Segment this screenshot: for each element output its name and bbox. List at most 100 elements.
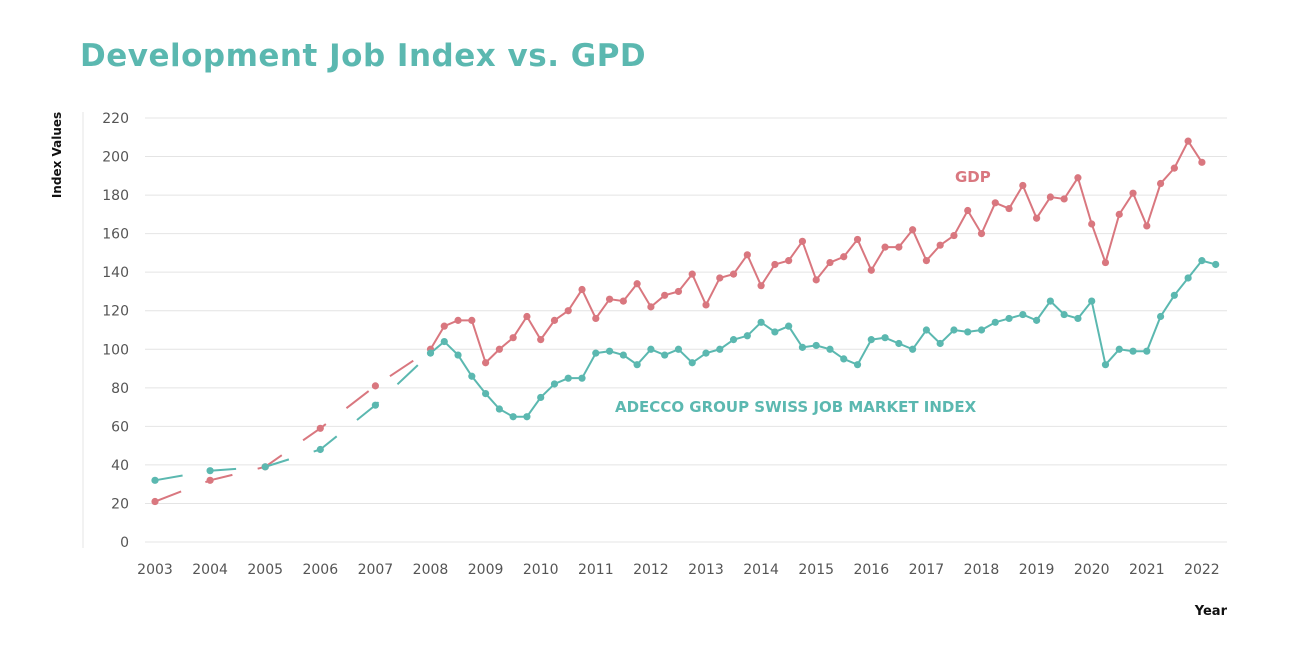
adecco-dashed-line bbox=[154, 352, 432, 482]
adecco-point bbox=[716, 345, 724, 353]
series-label-gdp: GDP bbox=[955, 168, 991, 186]
adecco-point bbox=[812, 341, 820, 350]
x-tick-label: 2005 bbox=[247, 562, 283, 578]
gdp-point bbox=[853, 235, 862, 244]
adecco-point bbox=[1184, 274, 1192, 282]
x-tick-label: 2008 bbox=[413, 562, 449, 578]
gdp-point bbox=[1156, 179, 1165, 188]
adecco-point bbox=[578, 374, 586, 382]
gdp-point bbox=[1184, 137, 1192, 145]
gdp-point bbox=[840, 253, 848, 261]
x-tick-label: 2012 bbox=[633, 562, 669, 578]
adecco-point bbox=[1143, 347, 1151, 355]
x-tick-label: 2017 bbox=[909, 562, 945, 578]
adecco-point bbox=[261, 463, 269, 471]
adecco-point bbox=[798, 343, 807, 351]
gdp-point bbox=[537, 336, 545, 344]
gdp-point bbox=[633, 280, 641, 288]
gdp-point bbox=[757, 282, 765, 290]
adecco-point bbox=[647, 345, 655, 353]
gdp-point bbox=[206, 476, 214, 484]
adecco-point bbox=[1088, 297, 1096, 305]
adecco-point bbox=[550, 380, 559, 388]
adecco-point bbox=[495, 405, 503, 413]
adecco-point bbox=[151, 476, 159, 484]
adecco-point bbox=[826, 345, 834, 353]
x-axis-label: Year bbox=[1194, 604, 1228, 619]
adecco-point bbox=[840, 355, 848, 363]
chart-title: Development Job Index vs. GPD bbox=[80, 38, 647, 74]
adecco-point bbox=[619, 351, 627, 359]
x-tick-label: 2018 bbox=[964, 562, 1000, 578]
x-tick-label: 2021 bbox=[1129, 562, 1165, 578]
adecco-point bbox=[206, 467, 214, 475]
series-group bbox=[151, 137, 1220, 506]
gdp-point bbox=[1101, 258, 1110, 267]
gdp-point bbox=[1074, 174, 1082, 182]
x-tick-label: 2010 bbox=[523, 562, 559, 578]
adecco-point bbox=[909, 345, 917, 353]
x-tick-label: 2003 bbox=[137, 562, 173, 578]
gdp-line bbox=[429, 139, 1203, 365]
adecco-point bbox=[537, 393, 545, 402]
gdp-point bbox=[1060, 195, 1068, 203]
adecco-point bbox=[1005, 314, 1013, 323]
gdp-point bbox=[688, 270, 696, 278]
gdp-point bbox=[578, 285, 586, 294]
y-axis-label: Index Values bbox=[50, 112, 64, 198]
gdp-point bbox=[454, 316, 462, 324]
adecco-point bbox=[785, 322, 793, 330]
adecco-point bbox=[867, 336, 875, 344]
gdp-point bbox=[674, 287, 683, 296]
y-tick-label: 0 bbox=[120, 535, 129, 551]
adecco-point bbox=[1156, 312, 1165, 321]
gdp-point bbox=[964, 206, 972, 215]
gdp-point bbox=[482, 359, 490, 367]
y-tick-label: 20 bbox=[111, 496, 129, 512]
adecco-point bbox=[482, 390, 490, 398]
gdp-point bbox=[950, 231, 958, 240]
gdp-point bbox=[895, 243, 903, 251]
adecco-line bbox=[429, 259, 1216, 418]
gdp-point bbox=[798, 237, 807, 245]
adecco-point bbox=[1101, 361, 1110, 369]
adecco-point bbox=[592, 349, 600, 357]
gdp-point bbox=[1019, 181, 1027, 190]
y-tick-label: 200 bbox=[102, 150, 129, 166]
y-tick-label: 140 bbox=[102, 265, 129, 281]
adecco-point bbox=[881, 334, 889, 342]
adecco-point bbox=[633, 361, 641, 369]
gdp-point bbox=[702, 301, 710, 309]
gdp-point bbox=[936, 241, 944, 249]
y-tick-label: 100 bbox=[102, 342, 129, 358]
gdp-point bbox=[922, 257, 931, 265]
x-tick-label: 2022 bbox=[1184, 562, 1220, 578]
adecco-point bbox=[1129, 347, 1137, 355]
adecco-point bbox=[977, 326, 986, 334]
gdp-point bbox=[1170, 164, 1178, 172]
adecco-point bbox=[1046, 297, 1054, 305]
adecco-point bbox=[440, 337, 448, 346]
adecco-point bbox=[1212, 260, 1220, 269]
gdp-point bbox=[495, 345, 503, 353]
series-label-adecco: ADECCO GROUP SWISS JOB MARKET INDEX bbox=[615, 398, 977, 416]
adecco-point bbox=[991, 318, 999, 326]
adecco-point bbox=[371, 401, 379, 409]
gdp-point bbox=[1143, 222, 1151, 230]
x-tick-label: 2004 bbox=[192, 562, 228, 578]
gdp-point bbox=[1046, 193, 1054, 201]
adecco-point bbox=[1198, 257, 1206, 265]
gdp-point bbox=[468, 316, 476, 324]
adecco-point bbox=[853, 361, 862, 369]
gdp-point bbox=[743, 251, 751, 259]
y-tick-labels: 0 20 40 60 80 100 120 140 160 180 200 220 bbox=[102, 111, 129, 551]
x-tick-label: 2011 bbox=[578, 562, 614, 578]
adecco-point bbox=[468, 372, 476, 380]
gdp-point bbox=[977, 230, 986, 238]
adecco-point bbox=[564, 374, 572, 382]
gdp-point bbox=[592, 314, 600, 323]
adecco-point bbox=[950, 326, 958, 334]
gdp-point bbox=[1033, 214, 1041, 222]
x-tick-label: 2009 bbox=[468, 562, 504, 578]
